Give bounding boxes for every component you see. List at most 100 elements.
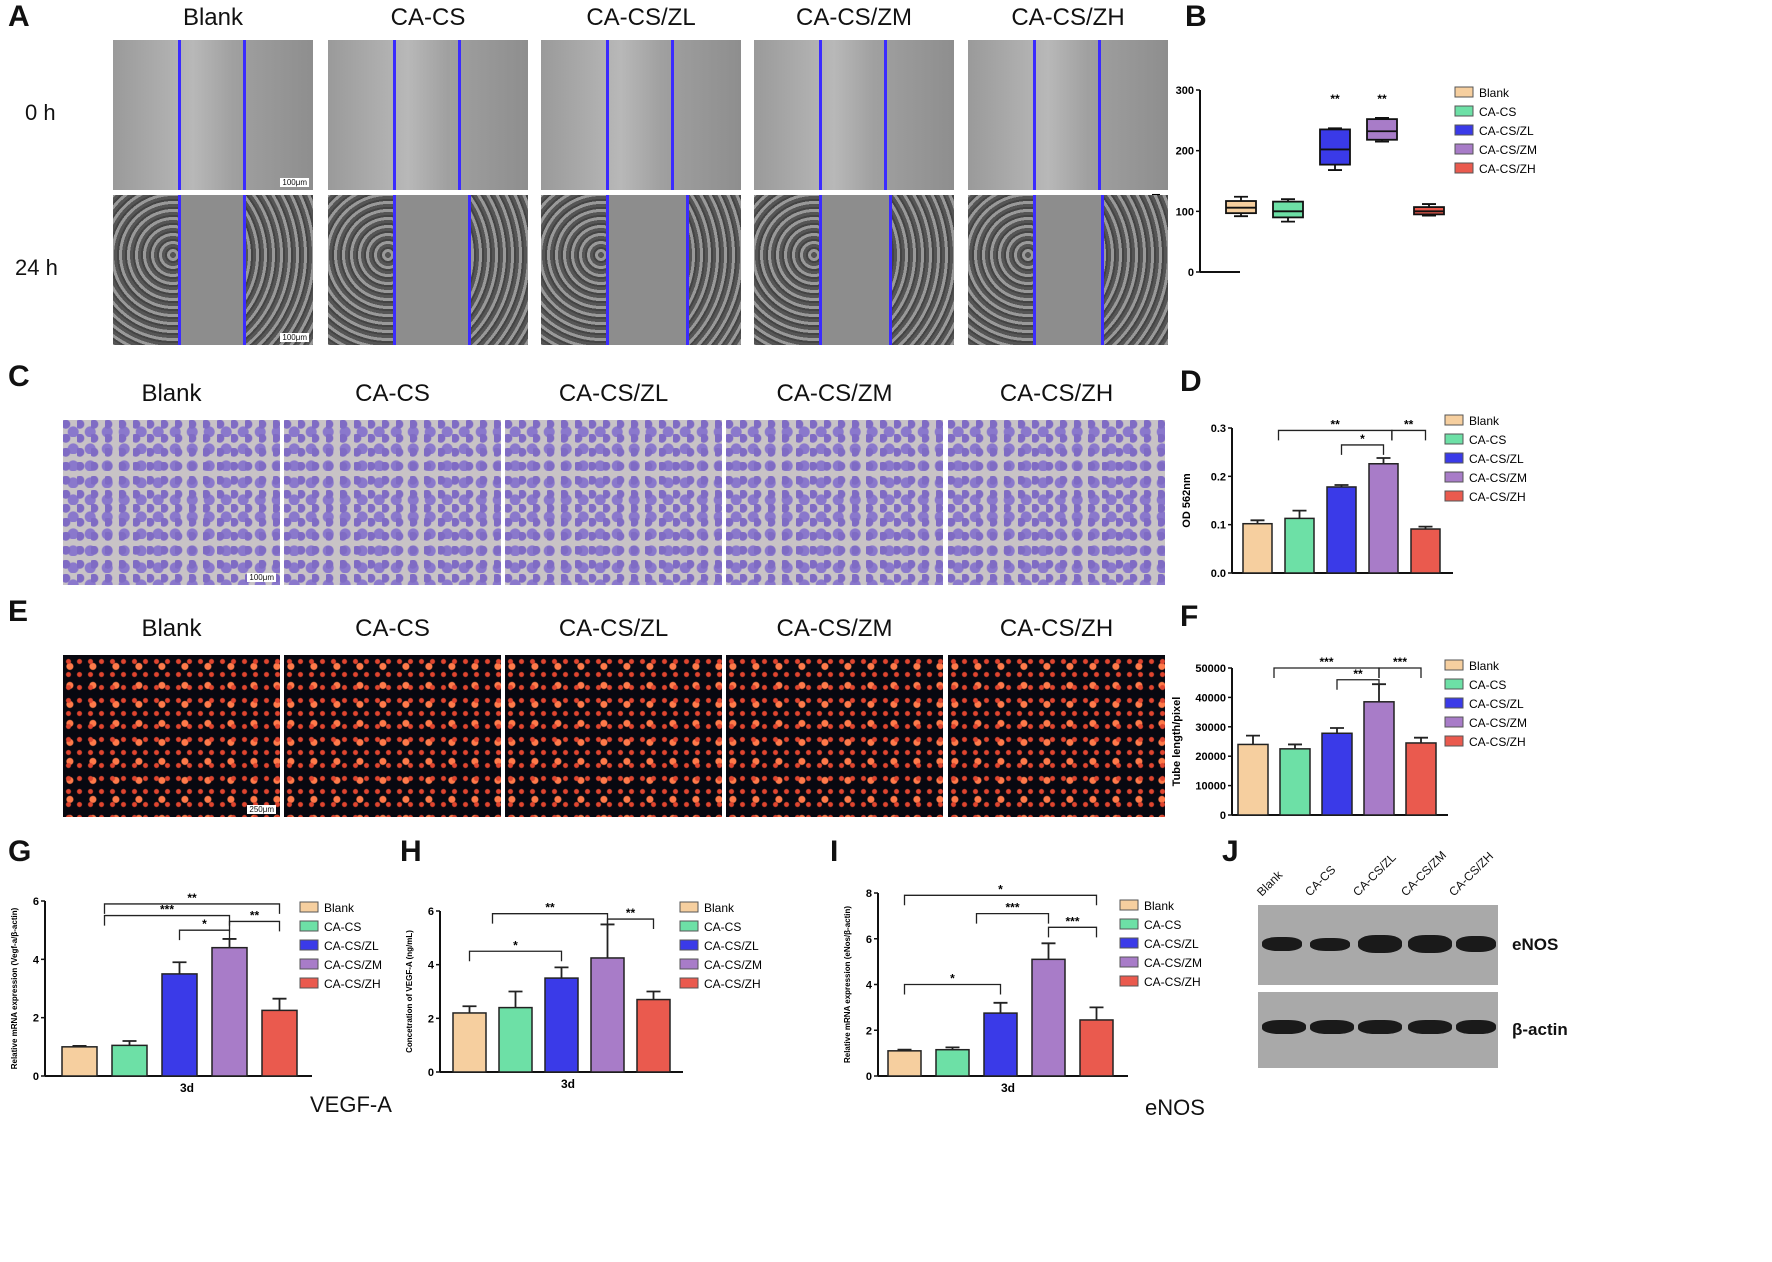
legend-swatch [1444, 452, 1464, 464]
scale-bar: 100μm [247, 573, 276, 582]
panel-a-title-2: CA-CS/ZL [586, 4, 696, 31]
significance-bracket [1277, 429, 1393, 441]
chart-d: 0.0 0.1 0.2 0.3 OD 562nm Blank CA-CS CA-CS/ZL CA… [1181, 414, 1527, 580]
blot-band [1358, 935, 1402, 953]
wound-image [541, 40, 741, 190]
y-tick-label: 0 [428, 1067, 434, 1079]
panel-a-title-1: CA-CS [390, 4, 466, 31]
scale-bar: 100μm [280, 178, 309, 187]
y-tick-label: 4 [33, 954, 40, 966]
legend-label: Blank [1479, 86, 1510, 100]
significance-label: ** [626, 906, 636, 920]
panel-e-title-4: CA-CS/ZH [999, 615, 1114, 642]
error-bar [1246, 734, 1260, 745]
panel-label-f: F [1180, 600, 1199, 633]
legend-swatch [1454, 86, 1474, 98]
band-label-enos: eNOS [1512, 935, 1559, 954]
y-tick-label: 4 [866, 980, 873, 992]
error-bar [508, 990, 523, 1008]
significance-bracket [1340, 444, 1385, 455]
bar-cacszh [636, 998, 671, 1073]
error-bar [1089, 1006, 1104, 1020]
panel-label-i: I [830, 835, 839, 868]
error-bar [600, 923, 615, 958]
panel-label-g: G [8, 835, 32, 868]
blot-band [1262, 937, 1302, 951]
panel-c-title-4: CA-CS/ZH [999, 380, 1114, 407]
band-label-beta-actin: β-actin [1512, 1020, 1568, 1039]
legend-label: CA-CS [324, 920, 361, 934]
wound-edge-line [178, 195, 181, 345]
legend-swatch [1454, 105, 1474, 117]
bar-cacszh [261, 1009, 298, 1077]
panel-label-e: E [8, 595, 29, 628]
error-bar [1418, 525, 1433, 530]
y-tick-label: 100 [1176, 206, 1194, 218]
legend-swatch [299, 958, 319, 970]
significance-bracket [1391, 429, 1427, 441]
chart-b: 0100200300Cell NumberBlankCA-CSCA-CS/ZLC… [1151, 85, 1537, 279]
legend-label: Blank [1144, 899, 1175, 913]
y-tick-label: 6 [33, 896, 39, 908]
caption-vegf-a: VEGF-A [310, 1092, 392, 1117]
whisker [1234, 195, 1248, 218]
error-bar [172, 961, 187, 974]
significance-bracket [1378, 667, 1422, 678]
blot-beta-actin [1258, 992, 1498, 1068]
bar-cacs [935, 1048, 970, 1077]
legend-swatch [1444, 471, 1464, 483]
panel-a-title-0: Blank [182, 4, 244, 31]
y-tick-label: 0.0 [1211, 568, 1226, 580]
significance-bracket [1047, 926, 1098, 938]
legend-label: CA-CS [1144, 918, 1181, 932]
panel-c-title-0: Blank [141, 380, 202, 407]
y-axis-label: Tube length/pixel [1171, 697, 1183, 787]
error-bar [897, 1048, 912, 1051]
y-tick-label: 4 [428, 960, 435, 972]
x-axis-label: 3d [561, 1077, 575, 1091]
panel-label-a: A [8, 0, 30, 33]
y-tick-label: 0 [1220, 810, 1226, 822]
wound-edge-line [1033, 40, 1036, 190]
bar-cacszh [1405, 742, 1437, 816]
wound-edge-line [606, 195, 609, 345]
wound-edge-line [393, 195, 396, 345]
significance-bracket [903, 983, 1002, 995]
significance-label: * [1360, 432, 1365, 446]
legend-swatch [299, 977, 319, 989]
significance-label: *** [1319, 655, 1333, 669]
panel-label-d: D [1180, 365, 1202, 398]
legend-swatch [299, 939, 319, 951]
legend-label: CA-CS/ZM [324, 958, 382, 972]
panel-c-title-3: CA-CS/ZM [776, 380, 893, 407]
legend-swatch [679, 901, 699, 913]
panel-e-title-3: CA-CS/ZM [776, 615, 893, 642]
wound-edge-line [243, 40, 246, 190]
legend-label: CA-CS/ZL [1479, 124, 1534, 138]
wound-gap [606, 195, 686, 345]
significance-label: *** [1393, 655, 1407, 669]
wound-edge-line [1101, 195, 1104, 345]
error-bar [1288, 743, 1302, 749]
wound-edge-line [1098, 40, 1101, 190]
significance-label: ** [1353, 667, 1363, 681]
legend-swatch [299, 920, 319, 932]
significance-bracket [1273, 667, 1380, 678]
significance-label: ** [545, 901, 555, 915]
significance-bracket [103, 914, 231, 926]
bar-cacszm [1031, 958, 1066, 1077]
error-bar [993, 1001, 1008, 1014]
significance-label: *** [1065, 914, 1079, 928]
wound-image: 100μm [113, 195, 313, 345]
bar-cacszl [1326, 486, 1357, 574]
legend-swatch [1444, 414, 1464, 426]
blot-enos [1258, 905, 1498, 985]
y-tick-label: 40000 [1195, 692, 1226, 704]
panel-a-title-4: CA-CS/ZH [1011, 4, 1125, 31]
panel-c-title-2: CA-CS/ZL [558, 380, 669, 407]
legend-swatch [1444, 659, 1464, 671]
legend-swatch [1454, 143, 1474, 155]
error-bar [462, 1005, 477, 1013]
legend-label: CA-CS [1469, 433, 1506, 447]
